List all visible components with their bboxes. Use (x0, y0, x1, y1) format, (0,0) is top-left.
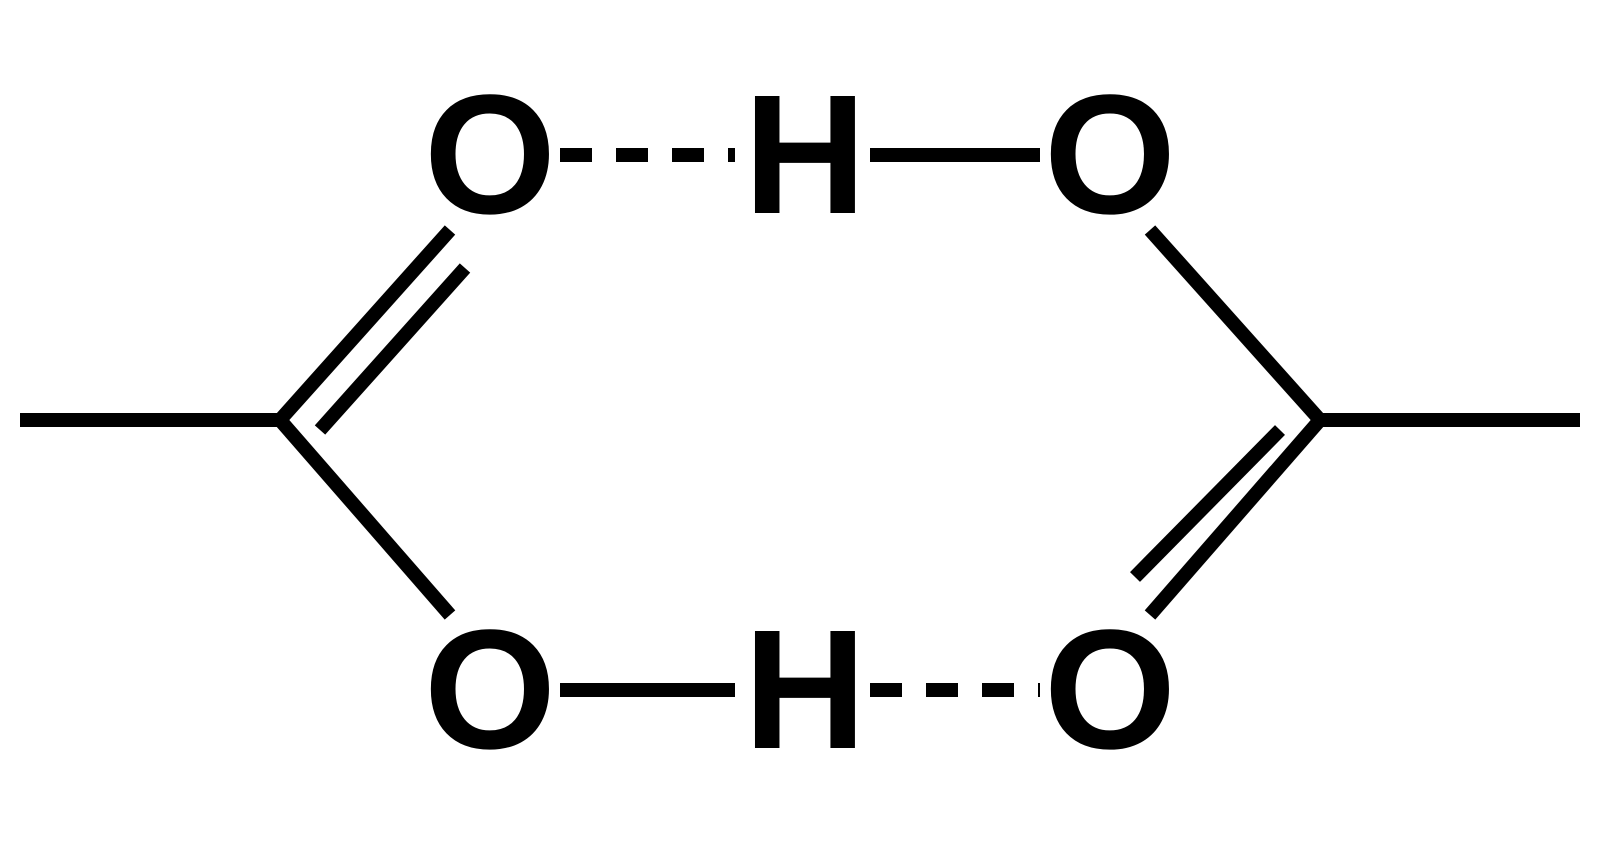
atom-O_tr: O (1044, 60, 1176, 250)
atom-O_bl: O (424, 595, 556, 785)
atom-O_br: O (1044, 595, 1176, 785)
atom-H_t: H (744, 60, 867, 250)
bond-left_C_O_bot (280, 420, 450, 615)
atom-H_b: H (744, 595, 867, 785)
acetic-acid-dimer-diagram: OHOOHO (0, 0, 1603, 843)
bond-right_C_O_top (1150, 230, 1320, 420)
bond-right_C_O_bot_a (1150, 420, 1320, 615)
atom-O_tl: O (424, 60, 556, 250)
bond-left_C_O_top_a (280, 230, 450, 420)
atoms-group: OHOOHO (424, 60, 1176, 785)
